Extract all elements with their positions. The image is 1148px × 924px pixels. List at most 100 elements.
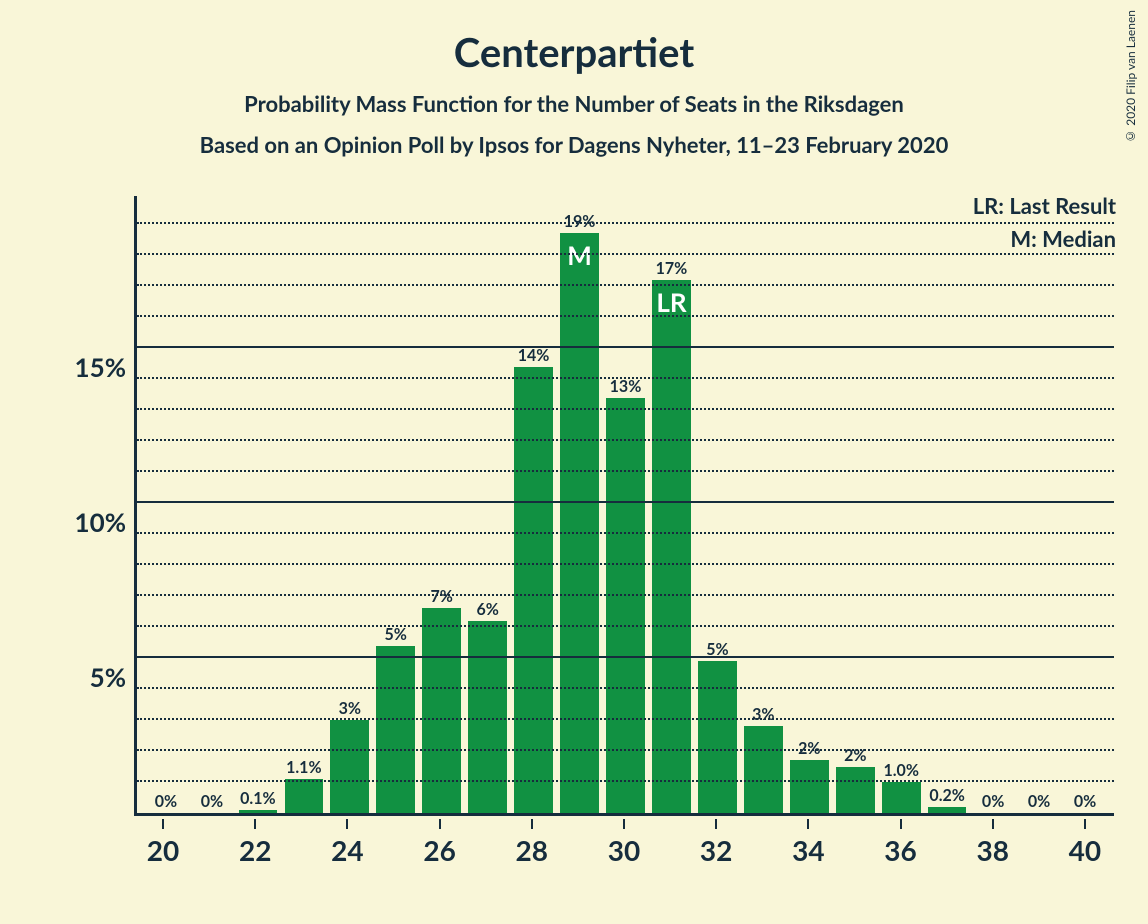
x-tick-slot: 38 [970,819,1016,889]
x-tick-label: 24 [331,833,363,867]
y-axis-labels: 5%10%15% [56,196,134,816]
bar-slot: 0% [1016,196,1062,813]
bar: 14% [514,367,553,813]
bar-marker: LR [656,286,686,318]
bar-value-label: 1.1% [281,758,327,779]
bar-value-label: 5% [373,625,419,646]
x-tick-slot [186,819,232,889]
bar: 19%M [560,233,599,813]
x-tick-slot [278,819,324,889]
x-axis: 20 22 24 26 28 30 32 34 36 38 40 [134,819,1114,889]
x-tick-label: 30 [608,833,640,867]
gridline [137,222,1114,224]
gridline [137,594,1114,596]
bar-slot: 14% [511,196,557,813]
bar-value-label: 0% [189,792,235,813]
bar: 3% [330,720,369,813]
bar-value-label: 0.2% [924,786,970,807]
x-tick-slot: 36 [878,819,924,889]
gridline [137,656,1114,658]
gridline [137,687,1114,689]
x-tick-slot: 22 [232,819,278,889]
x-tick [439,819,441,829]
gridline [137,377,1114,379]
bar-value-label: 0% [970,792,1016,813]
bar-slot: 3% [740,196,786,813]
x-tick-label: 20 [147,833,179,867]
bar-slot: 0% [143,196,189,813]
chart-subtitle: Probability Mass Function for the Number… [0,90,1148,117]
bar-slot: 7% [419,196,465,813]
x-tick [900,819,902,829]
x-tick-label: 32 [700,833,732,867]
x-tick-slot: 28 [509,819,555,889]
x-tick [1084,819,1086,829]
bar: 5% [376,646,415,813]
bar-slot: 5% [373,196,419,813]
bar: 1.1% [285,779,324,813]
x-tick [715,819,717,829]
bar: 3% [744,726,783,813]
x-tick-label: 22 [239,833,271,867]
x-tick [346,819,348,829]
gridline [137,625,1114,627]
bar-value-label: 3% [327,699,373,720]
gridline [137,749,1114,751]
x-tick [623,819,625,829]
gridline [137,439,1114,441]
bar-value-label: 0.1% [235,789,281,810]
gridline [137,780,1114,782]
x-tick-label: 38 [976,833,1008,867]
chart-title: Centerpartiet [0,0,1148,76]
bar-slot: 1.0% [878,196,924,813]
bars-container: 0%0%0.1%1.1%3%5%7%6%14%19%M13%17%LR5%3%2… [137,196,1114,813]
gridline [137,408,1114,410]
x-tick-slot: 24 [324,819,370,889]
x-tick [531,819,533,829]
x-tick-slot: 30 [601,819,647,889]
bar-slot: 2% [832,196,878,813]
plot-region: 0%0%0.1%1.1%3%5%7%6%14%19%M13%17%LR5%3%2… [134,196,1114,816]
x-tick-label: 40 [1069,833,1101,867]
bar-slot: 19%M [557,196,603,813]
bar-value-label: 14% [510,346,556,367]
x-tick-slot: 40 [1062,819,1108,889]
attribution-text: © 2020 Filip van Laenen [1123,10,1138,144]
gridline [137,718,1114,720]
bar-slot: 0% [189,196,235,813]
x-tick-label: 36 [884,833,916,867]
bar-value-label: 0% [1062,792,1108,813]
x-tick-slot [924,819,970,889]
bar-slot: 2% [786,196,832,813]
bar: 2% [836,767,875,814]
chart-source: Based on an Opinion Poll by Ipsos for Da… [0,131,1148,158]
bar-marker: M [567,239,592,271]
bar-slot: 1.1% [281,196,327,813]
x-tick-slot: 20 [140,819,186,889]
gridline [137,284,1114,286]
x-tick-slot: 26 [417,819,463,889]
bar: 2% [790,760,829,813]
x-tick-label: 26 [423,833,455,867]
bar: 5% [698,661,737,813]
gridline [137,346,1114,348]
gridline [137,501,1114,503]
x-tick [992,819,994,829]
bar-value-label: 17% [648,259,694,280]
x-tick-label: 28 [516,833,548,867]
x-tick-slot [647,819,693,889]
bar-value-label: 0% [143,792,189,813]
x-tick-label: 34 [792,833,824,867]
bar: 17%LR [652,280,691,813]
chart-area: LR: Last Result M: Median 5%10%15% 0%0%0… [56,196,1116,896]
gridline [137,563,1114,565]
bar: 6% [468,621,507,813]
bar-value-label: 1.0% [878,761,924,782]
bar-slot: 13% [603,196,649,813]
x-tick-slot [739,819,785,889]
bar-slot: 0.2% [924,196,970,813]
gridline [137,315,1114,317]
bar-slot: 0% [1062,196,1108,813]
x-tick [807,819,809,829]
bar-value-label: 0% [1016,792,1062,813]
